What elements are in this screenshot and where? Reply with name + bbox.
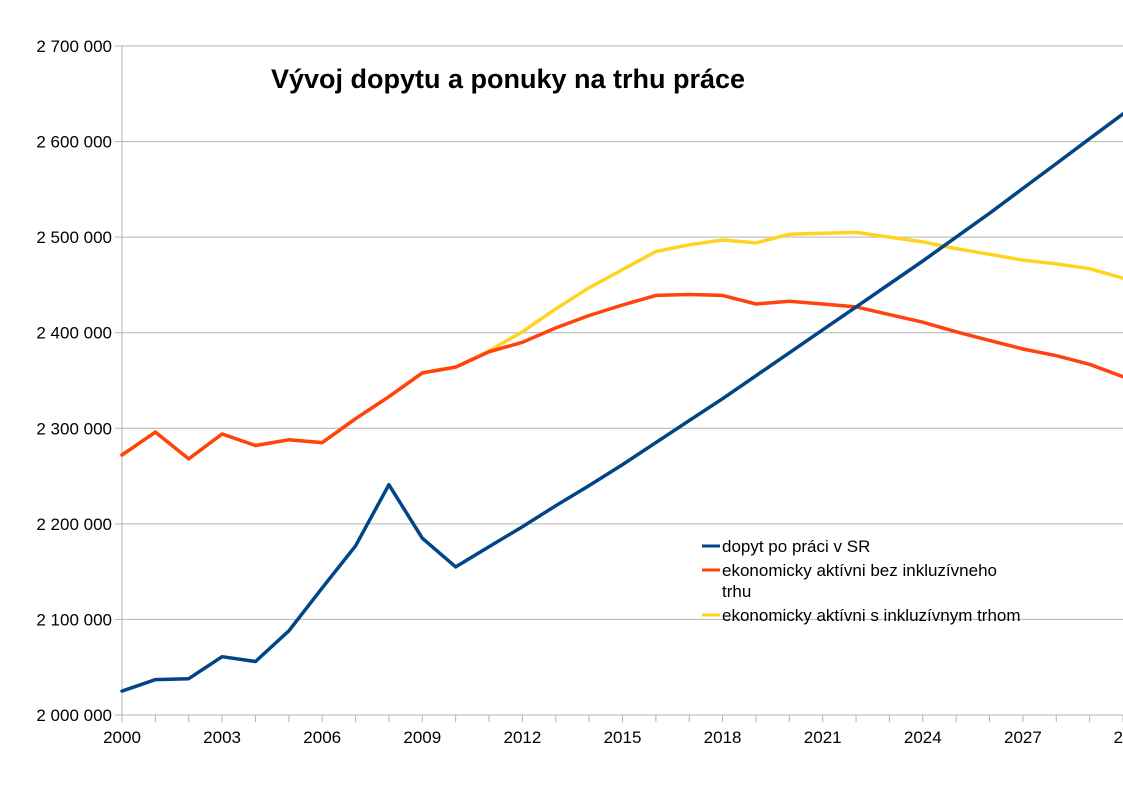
y-tick-label: 2 600 000	[36, 133, 112, 152]
x-tick-label: 2009	[403, 728, 441, 747]
legend-label-2: ekonomicky aktívni bez inkluzívneho trhu	[722, 561, 997, 601]
y-tick-label: 2 100 000	[36, 610, 112, 629]
x-axis-tick-labels: 2000 2003 2006 2009 2012 2015 2018 2021 2024 2027…	[103, 728, 1123, 747]
gridlines	[115, 45, 1123, 716]
x-tick-label: 2024	[904, 728, 942, 747]
series-line-1	[120, 112, 1123, 693]
x-tick-label: 2027	[1004, 728, 1042, 747]
y-tick-label: 2 400 000	[36, 324, 112, 343]
x-tick-label: 2000	[103, 728, 141, 747]
series-line-2	[120, 292, 1123, 461]
chart-title: Vývoj dopytu a ponuky na trhu práce	[271, 64, 745, 94]
x-tick-label: 20	[1114, 728, 1123, 747]
x-tick-label: 2003	[203, 728, 241, 747]
legend: dopyt po práci v SR ekonomicky aktívni be…	[702, 537, 1021, 625]
x-tick-label: 2018	[704, 728, 742, 747]
y-axis-tick-labels: 2 000 000 2 100 000 2 200 000 2 300 000 2 40…	[36, 37, 112, 725]
x-tick-label: 2021	[804, 728, 842, 747]
y-tick-label: 2 300 000	[36, 419, 112, 438]
y-tick-label: 2 000 000	[36, 706, 112, 725]
y-tick-label: 2 500 000	[36, 228, 112, 247]
x-tick-label: 2012	[503, 728, 541, 747]
x-tick-label: 2006	[303, 728, 341, 747]
axes	[121, 46, 1123, 722]
x-tick-label: 2015	[604, 728, 642, 747]
y-tick-label: 2 700 000	[36, 37, 112, 56]
legend-label-1: dopyt po práci v SR	[722, 537, 870, 556]
series-lines	[120, 112, 1123, 693]
y-tick-label: 2 200 000	[36, 515, 112, 534]
legend-label-3: ekonomicky aktívni s inkluzívnym trhom	[722, 606, 1021, 625]
